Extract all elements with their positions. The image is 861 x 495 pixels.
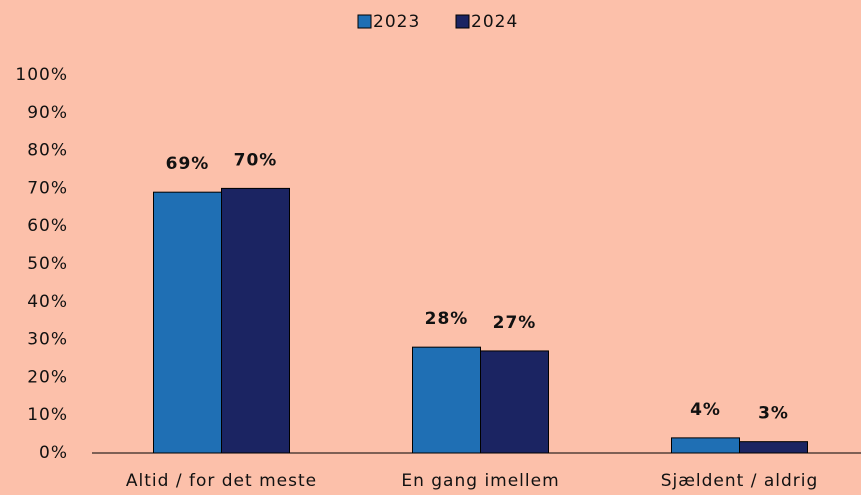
legend-swatch	[357, 14, 372, 29]
y-tick-label: 10%	[27, 405, 68, 425]
x-tick-label: Altid / for det meste	[126, 471, 317, 491]
value-label: 3%	[758, 404, 789, 424]
x-tick-label: Sjældent / aldrig	[661, 471, 819, 491]
y-tick-label: 60%	[27, 216, 68, 236]
y-tick-label: 0%	[39, 443, 68, 463]
legend-swatch	[455, 14, 470, 29]
y-tick-label: 100%	[15, 65, 68, 85]
bar	[221, 187, 290, 454]
y-tick-label: 30%	[27, 330, 68, 350]
bar	[671, 437, 740, 454]
value-label: 70%	[234, 150, 278, 170]
x-tick-label: En gang imellem	[401, 471, 559, 491]
value-label: 28%	[425, 309, 469, 329]
y-tick-label: 90%	[27, 103, 68, 123]
legend-label: 2023	[373, 12, 420, 32]
y-tick-label: 40%	[27, 292, 68, 312]
value-label: 69%	[166, 154, 210, 174]
y-tick-label: 70%	[27, 178, 68, 198]
bar	[412, 346, 481, 454]
value-label: 4%	[690, 400, 721, 420]
y-tick-label: 20%	[27, 367, 68, 387]
y-tick-label: 80%	[27, 141, 68, 161]
legend-label: 2024	[471, 12, 518, 32]
bar	[153, 191, 222, 454]
value-label: 27%	[493, 313, 537, 333]
bar	[739, 441, 808, 454]
y-tick-label: 50%	[27, 254, 68, 274]
bar	[480, 350, 549, 454]
